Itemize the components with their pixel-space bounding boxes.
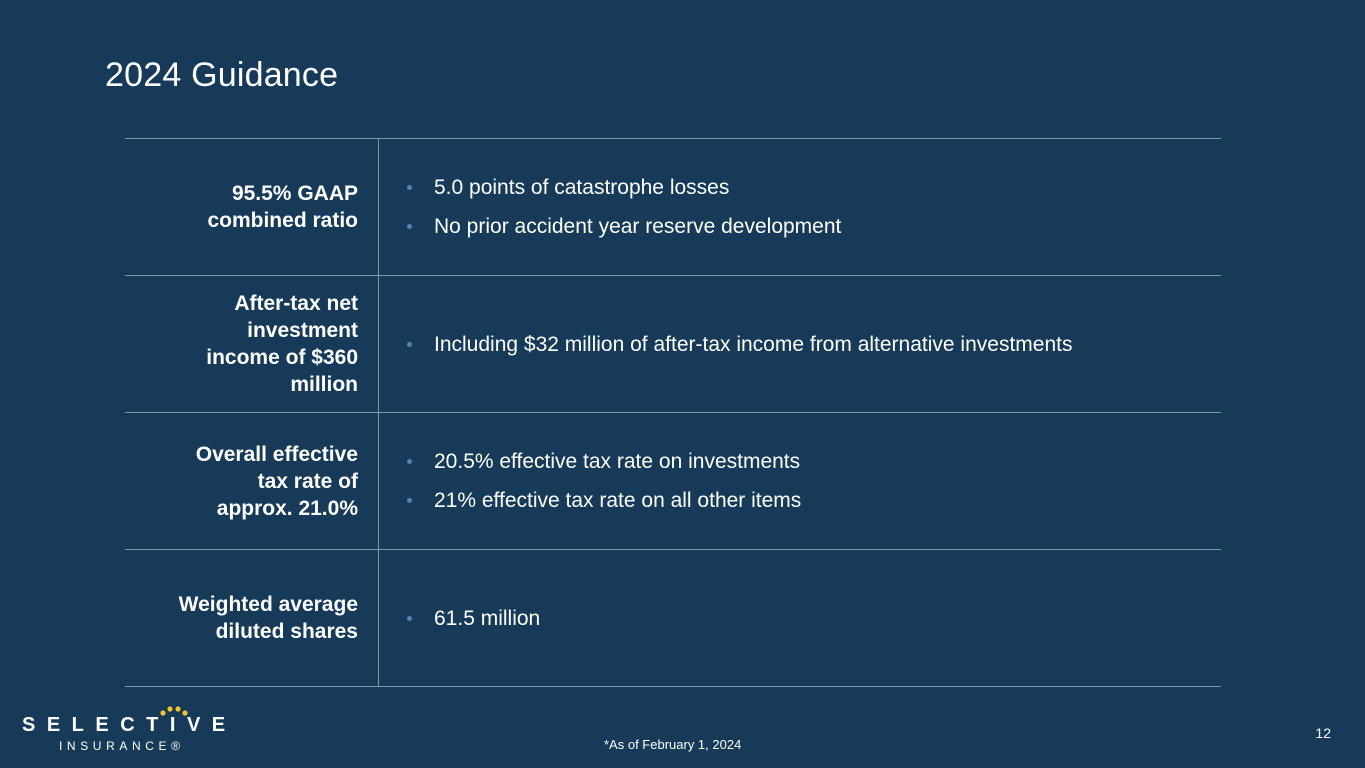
bullet-dot-icon	[407, 224, 412, 229]
bullet-text: 61.5 million	[434, 606, 541, 630]
bullet-dot-icon	[407, 341, 412, 347]
bullet-text: 20.5% effective tax rate on investments	[434, 450, 801, 473]
row-label-cell: 95.5% GAAP combined ratio	[125, 139, 379, 275]
bullet-text: 5.0 points of catastrophe losses	[434, 176, 730, 199]
footnote: *As of February 1, 2024	[604, 737, 742, 752]
bullet-item: Including $32 million of after-tax incom…	[407, 331, 1221, 358]
guidance-row-diluted-shares: Weighted average diluted shares 61.5 mil…	[125, 550, 1221, 687]
guidance-table: 95.5% GAAP combined ratio 5.0 points of …	[125, 138, 1221, 687]
slide-title: 2024 Guidance	[105, 56, 339, 94]
bullet-text: No prior accident year reserve developme…	[434, 215, 842, 238]
bullet-dot-icon	[407, 615, 412, 621]
row-label: 95.5% GAAP combined ratio	[207, 182, 358, 232]
row-bullets: 5.0 points of catastrophe losses No prio…	[379, 139, 1221, 275]
row-label-cell: After-tax net investment income of $360 …	[125, 276, 379, 412]
bullet-dot-icon	[407, 459, 412, 464]
row-bullets: 61.5 million	[379, 550, 1221, 686]
logo-dots-icon	[160, 706, 188, 716]
logo-wordmark: SELECTIVE	[22, 714, 237, 736]
row-label-cell: Weighted average diluted shares	[125, 550, 379, 686]
page-number: 12	[1315, 725, 1331, 741]
guidance-row-tax-rate: Overall effective tax rate of approx. 21…	[125, 413, 1221, 550]
bullet-dot-icon	[407, 498, 412, 503]
bullet-item: 61.5 million	[407, 605, 1221, 632]
guidance-row-investment-income: After-tax net investment income of $360 …	[125, 276, 1221, 413]
bullet-item: 20.5% effective tax rate on investments	[407, 448, 1221, 475]
row-label: Overall effective tax rate of approx. 21…	[195, 442, 358, 520]
logo-subtext: INSURANCE®	[59, 739, 185, 753]
bullet-text: 21% effective tax rate on all other item…	[434, 489, 802, 512]
bullet-item: 21% effective tax rate on all other item…	[407, 487, 1221, 514]
row-bullets: Including $32 million of after-tax incom…	[379, 276, 1221, 412]
bullet-dot-icon	[407, 185, 412, 190]
row-label-cell: Overall effective tax rate of approx. 21…	[125, 413, 379, 549]
selective-insurance-logo: SELECTIVE INSURANCE®	[22, 706, 225, 756]
row-bullets: 20.5% effective tax rate on investments …	[379, 413, 1221, 549]
bullet-text: Including $32 million of after-tax incom…	[434, 332, 1073, 356]
guidance-row-combined-ratio: 95.5% GAAP combined ratio 5.0 points of …	[125, 139, 1221, 276]
bullet-item: No prior accident year reserve developme…	[407, 213, 1221, 240]
row-label: Weighted average diluted shares	[178, 593, 358, 643]
bullet-item: 5.0 points of catastrophe losses	[407, 174, 1221, 201]
row-label: After-tax net investment income of $360 …	[206, 292, 358, 396]
